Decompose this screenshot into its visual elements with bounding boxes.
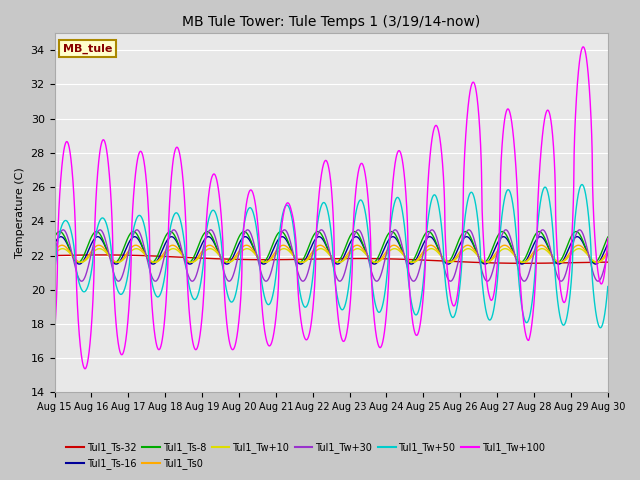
Line: Tul1_Tw+30: Tul1_Tw+30 [54,230,608,281]
Tul1_Ts0 [311,246,319,252]
Line: Tul1_Ts-16: Tul1_Ts-16 [54,237,608,264]
Tul1_Ts-32 [150,253,158,259]
Tul1_Ts-8 [310,231,318,237]
Tul1_Ts-32 [311,256,319,262]
Tul1_Tw+30 [280,227,288,233]
Tul1_Tw+50 [596,325,604,331]
Tul1_Tw+10 [486,258,494,264]
Tul1_Tw+10 [455,252,463,258]
Tul1_Ts-32 [97,252,105,258]
Tul1_Tw+50 [604,284,612,289]
Tul1_Ts0 [456,250,463,255]
Tul1_Tw+50 [578,181,586,187]
Tul1_Ts0 [425,243,433,249]
Tul1_Tw+10 [604,251,612,257]
Tul1_Ts-16 [112,261,120,267]
Legend: Tul1_Ts-32, Tul1_Ts-16, Tul1_Ts-8, Tul1_Ts0, Tul1_Tw+10, Tul1_Tw+30, Tul1_Tw+50,: Tul1_Ts-32, Tul1_Ts-16, Tul1_Ts-8, Tul1_… [63,438,548,473]
Tul1_Tw+10 [310,250,318,255]
Tul1_Tw+30 [150,277,158,283]
Tul1_Ts-8 [51,234,58,240]
Tul1_Ts-8 [486,251,494,256]
Tul1_Tw+100 [425,171,433,177]
Line: Tul1_Ts-32: Tul1_Ts-32 [54,255,608,264]
Tul1_Ts-16 [456,243,463,249]
Tul1_Ts-16 [487,255,495,261]
Tul1_Tw+30 [425,231,433,237]
Tul1_Tw+100 [51,331,58,337]
Tul1_Tw+30 [487,274,495,280]
Tul1_Ts-16 [311,237,319,243]
Tul1_Tw+30 [311,242,319,248]
Tul1_Tw+50 [150,288,158,294]
Line: Tul1_Tw+10: Tul1_Tw+10 [54,249,608,263]
Tul1_Ts-16 [150,261,158,267]
Tul1_Ts-32 [604,259,611,265]
Tul1_Ts0 [150,260,158,265]
Tul1_Ts-32 [487,260,495,266]
Line: Tul1_Tw+100: Tul1_Tw+100 [54,47,608,369]
Tul1_Ts-32 [425,257,433,263]
Tul1_Tw+10 [520,260,527,265]
Tul1_Ts0 [604,248,612,254]
Tul1_Ts0 [205,242,213,248]
Tul1_Ts-32 [520,261,528,266]
Tul1_Ts-8 [455,237,463,242]
Tul1_Ts-8 [424,228,432,234]
Title: MB Tule Tower: Tule Temps 1 (3/19/14-now): MB Tule Tower: Tule Temps 1 (3/19/14-now… [182,15,480,29]
Tul1_Tw+50 [310,254,318,260]
Tul1_Tw+10 [501,246,509,252]
Tul1_Ts-16 [51,241,58,247]
Tul1_Ts-8 [150,259,158,264]
Tul1_Tw+100 [604,236,612,241]
Tul1_Ts-8 [572,228,580,234]
Tul1_Ts0 [487,257,495,263]
Tul1_Ts-16 [425,234,433,240]
Line: Tul1_Tw+50: Tul1_Tw+50 [54,184,608,328]
Tul1_Ts-16 [94,234,102,240]
Tul1_Tw+30 [51,250,58,256]
Tul1_Tw+100 [456,277,463,283]
Tul1_Tw+50 [424,214,432,219]
Tul1_Tw+100 [311,284,319,289]
Y-axis label: Temperature (C): Temperature (C) [15,168,25,258]
Tul1_Ts-32 [604,259,612,265]
Tul1_Tw+100 [579,44,587,50]
Tul1_Tw+30 [604,250,612,256]
Tul1_Ts0 [51,248,58,254]
Tul1_Tw+50 [604,289,611,295]
Tul1_Ts-8 [554,260,561,265]
Line: Tul1_Ts-8: Tul1_Ts-8 [54,231,608,263]
Tul1_Tw+10 [150,259,158,265]
Tul1_Tw+100 [150,326,158,332]
Tul1_Ts-16 [604,241,612,247]
Line: Tul1_Ts0: Tul1_Ts0 [54,245,608,263]
Tul1_Tw+10 [604,252,611,258]
Tul1_Tw+30 [456,254,463,260]
Tul1_Tw+100 [604,243,611,249]
Tul1_Ts-8 [604,235,611,241]
Text: MB_tule: MB_tule [63,44,112,54]
Tul1_Ts0 [188,260,195,265]
Tul1_Ts-16 [604,242,611,248]
Tul1_Tw+50 [486,317,494,323]
Tul1_Tw+10 [51,251,58,257]
Tul1_Tw+10 [424,247,432,252]
Tul1_Tw+30 [604,252,611,258]
Tul1_Ts0 [604,249,611,255]
Tul1_Tw+30 [299,278,307,284]
Tul1_Tw+50 [455,290,463,296]
Tul1_Tw+100 [487,297,495,302]
Tul1_Ts-32 [51,252,58,258]
Tul1_Tw+50 [51,267,58,273]
Tul1_Tw+100 [81,366,89,372]
Tul1_Ts-8 [604,234,612,240]
Tul1_Ts-32 [456,259,463,264]
